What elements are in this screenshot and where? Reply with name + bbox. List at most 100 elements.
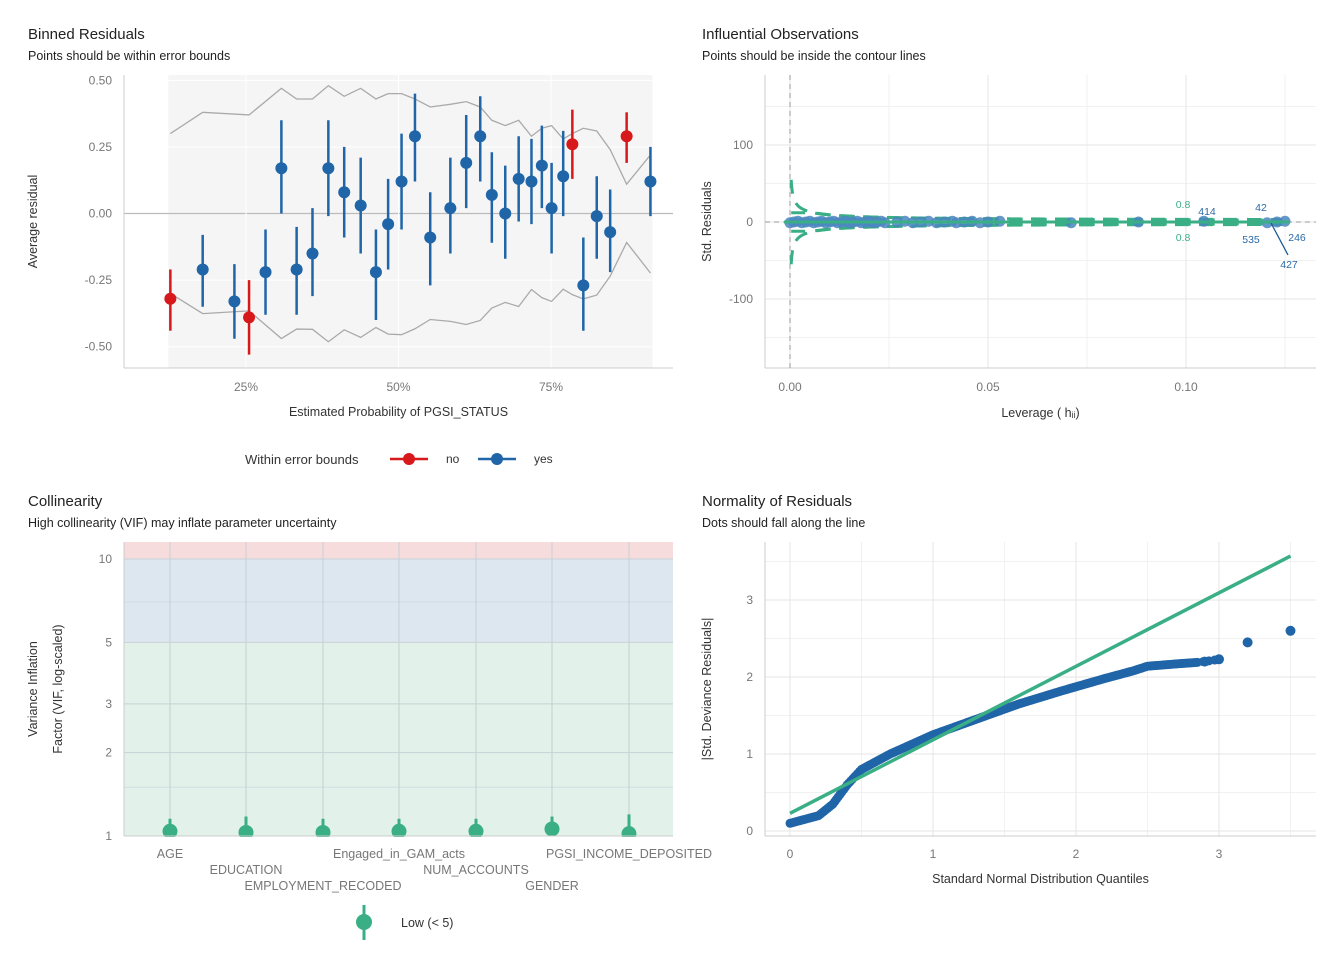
panel-title: Binned Residuals xyxy=(28,26,145,43)
cooks-contour-lower xyxy=(789,222,1271,265)
y-tick-label: 5 xyxy=(105,635,112,649)
legend-title: Within error bounds xyxy=(245,452,359,467)
binned-residual-point xyxy=(545,202,558,215)
x-axis-title: Leverage ( hᵢᵢ) xyxy=(1001,406,1079,420)
x-tick-label: 0.10 xyxy=(1174,380,1198,394)
y-tick-label: 0 xyxy=(746,824,753,838)
x-tick-label: 0 xyxy=(787,847,794,861)
observation-label: 246 xyxy=(1288,232,1306,244)
panel-subtitle: Points should be inside the contour line… xyxy=(702,49,926,63)
binned-residual-point xyxy=(566,138,579,151)
panel-subtitle: Dots should fall along the line xyxy=(702,516,865,530)
binned-residual-point xyxy=(164,292,177,305)
vif-point xyxy=(468,823,484,839)
x-tick-label: 2 xyxy=(1073,847,1080,861)
y-axis-title: |Std. Deviance Residuals| xyxy=(700,618,714,761)
upper-error-bound xyxy=(170,84,651,186)
y-tick-label: 0.50 xyxy=(89,73,113,87)
binned-residual-point xyxy=(290,263,303,276)
probability-range-band xyxy=(168,75,653,368)
panel-subtitle: Points should be within error bounds xyxy=(28,49,230,63)
binned-residual-point xyxy=(259,266,272,279)
legend-key-point xyxy=(403,453,415,465)
vif-point xyxy=(162,823,178,839)
binned-residual-point xyxy=(382,218,395,231)
x-tick-label: EMPLOYMENT_RECODED xyxy=(245,879,402,893)
x-tick-label: NUM_ACCOUNTS xyxy=(423,863,529,877)
y-tick-label: 3 xyxy=(105,697,112,711)
binned-residual-point xyxy=(444,202,457,215)
y-tick-label: 10 xyxy=(99,552,113,566)
legend-key-point xyxy=(491,453,503,465)
y-tick-label: 0.25 xyxy=(89,140,113,154)
y-tick-label: 1 xyxy=(746,747,753,761)
residual-point xyxy=(1210,655,1220,665)
vif-point xyxy=(544,821,560,837)
binned-residual-point xyxy=(243,311,256,324)
y-tick-label: 0.00 xyxy=(89,207,113,221)
residual-point xyxy=(1285,625,1296,636)
binned-residual-point xyxy=(338,186,351,199)
binned-residual-point xyxy=(369,266,382,279)
observation-label: 535 xyxy=(1242,234,1260,246)
x-tick-label: 0.05 xyxy=(976,380,1000,394)
y-tick-label: 100 xyxy=(733,138,753,152)
y-tick-label: -100 xyxy=(729,292,753,306)
binned-residual-point xyxy=(228,295,241,308)
binned-residual-point xyxy=(485,188,498,201)
y-axis-title: Factor (VIF, log-scaled) xyxy=(51,624,65,753)
binned-residual-point xyxy=(354,199,367,212)
binned-residual-point xyxy=(557,170,570,183)
observation-label: 414 xyxy=(1198,206,1216,218)
observation-label: 427 xyxy=(1280,259,1298,271)
binned-residual-point xyxy=(525,175,538,188)
binned-residual-point xyxy=(577,279,590,292)
binned-residual-point xyxy=(460,156,473,169)
x-tick-label: 0.00 xyxy=(778,380,802,394)
binned-residual-point xyxy=(408,130,421,143)
residual-point xyxy=(1242,637,1253,648)
binned-residual-point xyxy=(620,130,633,143)
x-tick-label: 25% xyxy=(234,380,258,394)
x-tick-label: 3 xyxy=(1216,847,1223,861)
y-tick-label: -0.25 xyxy=(85,273,113,287)
vif-point xyxy=(391,823,407,839)
binned-residual-point xyxy=(644,175,657,188)
binned-residual-point xyxy=(275,162,288,175)
contour-label: 0.8 xyxy=(1176,199,1191,211)
x-tick-label: AGE xyxy=(157,847,183,861)
binned-residual-point xyxy=(590,210,603,223)
binned-residual-point xyxy=(322,162,335,175)
y-axis-title: Average residual xyxy=(26,175,40,269)
contour-label: 0.8 xyxy=(1176,232,1191,244)
x-tick-label: 75% xyxy=(539,380,563,394)
binned-residual-point xyxy=(196,263,209,276)
legend-label: Low (< 5) xyxy=(401,916,453,930)
x-tick-label: PGSI_INCOME_DEPOSITED xyxy=(546,847,712,861)
x-axis-title: Standard Normal Distribution Quantiles xyxy=(932,872,1149,886)
x-tick-label: 50% xyxy=(386,380,410,394)
panel-subtitle: High collinearity (VIF) may inflate para… xyxy=(28,516,337,530)
x-axis-title: Estimated Probability of PGSI_STATUS xyxy=(289,405,508,419)
x-tick-label: 1 xyxy=(930,847,937,861)
y-tick-label: 2 xyxy=(746,670,753,684)
binned-residual-point xyxy=(604,226,617,239)
y-tick-label: 1 xyxy=(105,829,112,843)
binned-residual-point xyxy=(499,207,512,220)
y-tick-label: -0.50 xyxy=(85,340,113,354)
binned-residual-point xyxy=(512,172,525,185)
legend-label: no xyxy=(446,452,460,466)
binned-residual-point xyxy=(535,159,548,172)
legend-label: yes xyxy=(534,452,553,466)
legend-key-point xyxy=(356,914,372,930)
observation-label: 42 xyxy=(1255,202,1267,214)
x-tick-label: EDUCATION xyxy=(210,863,283,877)
panel-title: Influential Observations xyxy=(702,26,859,43)
y-axis-title: Std. Residuals xyxy=(700,181,714,262)
x-tick-label: GENDER xyxy=(525,879,578,893)
y-axis-title: Variance Inflation xyxy=(26,641,40,737)
lower-error-bound xyxy=(170,241,651,343)
clip-mask xyxy=(124,837,673,845)
y-tick-label: 3 xyxy=(746,593,753,607)
